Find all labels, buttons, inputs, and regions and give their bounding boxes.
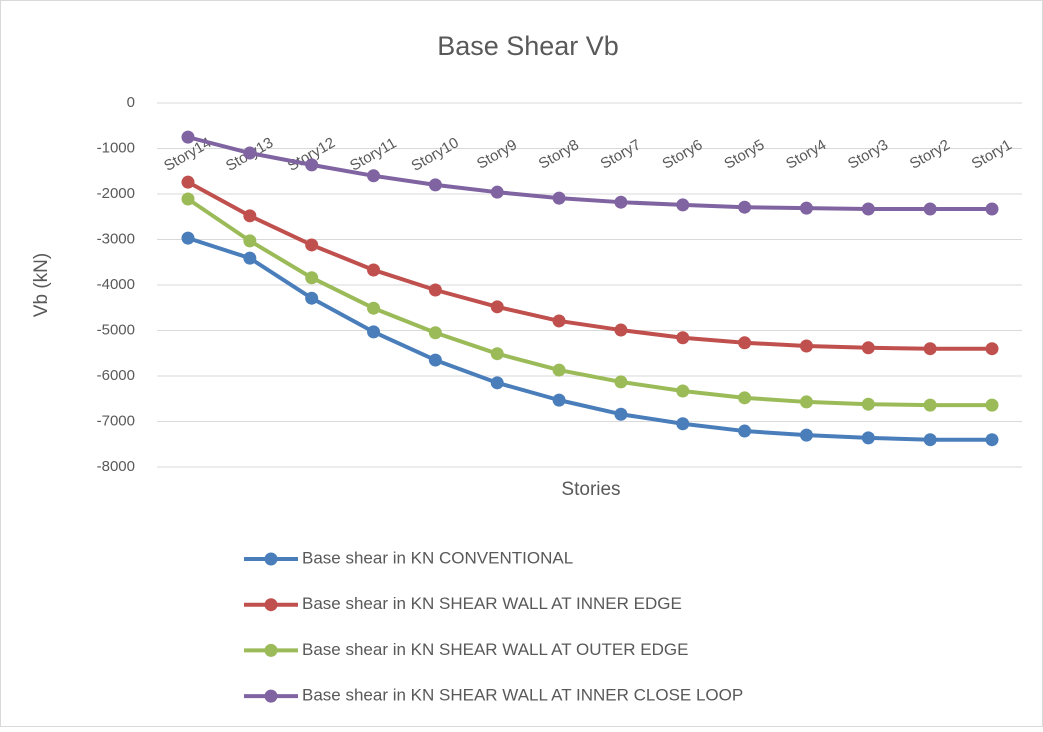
legend-label: Base shear in KN SHEAR WALL AT INNER EDG…: [302, 594, 682, 613]
legend-marker: [264, 689, 278, 703]
point: [181, 130, 195, 144]
point: [799, 201, 813, 215]
point: [490, 185, 504, 199]
point: [676, 198, 690, 212]
point: [676, 384, 690, 398]
series-line: [187, 236, 992, 442]
y-tick-label: -8000: [97, 458, 135, 475]
point: [490, 347, 504, 361]
point: [985, 202, 999, 216]
point: [552, 393, 566, 407]
legend-marker: [264, 598, 278, 612]
point: [614, 375, 628, 389]
legend-marker: [264, 552, 278, 566]
y-tick-label: -2000: [97, 185, 135, 202]
point: [738, 200, 752, 214]
point: [367, 169, 381, 183]
point: [861, 202, 875, 216]
legend-marker: [264, 643, 278, 657]
point: [367, 301, 381, 315]
point: [490, 300, 504, 314]
point: [305, 291, 319, 305]
point: [985, 433, 999, 447]
x-axis-title: Stories: [561, 479, 620, 500]
legend-label: Base shear in KN CONVENTIONAL: [302, 548, 573, 567]
y-tick-label: -6000: [97, 367, 135, 384]
series-line: [187, 180, 992, 351]
point: [614, 195, 628, 209]
point: [923, 398, 937, 412]
point: [799, 395, 813, 409]
point: [738, 424, 752, 438]
point: [799, 339, 813, 353]
point: [428, 283, 442, 297]
point: [243, 209, 257, 223]
point: [305, 271, 319, 285]
point: [490, 376, 504, 390]
y-tick-label: -1000: [97, 139, 135, 156]
chart-title: Base Shear Vb: [437, 31, 619, 61]
point: [923, 202, 937, 216]
point: [614, 407, 628, 421]
point: [861, 431, 875, 445]
point: [985, 342, 999, 356]
y-tick-label: -4000: [97, 276, 135, 293]
point: [428, 178, 442, 192]
point: [738, 336, 752, 350]
point: [552, 191, 566, 205]
point: [614, 323, 628, 337]
point: [243, 234, 257, 248]
point: [305, 158, 319, 172]
legend-label: Base shear in KN SHEAR WALL AT INNER CLO…: [302, 686, 743, 705]
point: [861, 397, 875, 411]
series-line: [186, 197, 992, 408]
y-tick-label: -3000: [97, 230, 135, 247]
point: [181, 192, 195, 206]
point: [799, 428, 813, 442]
y-axis-title: Vb (kN): [31, 253, 52, 317]
point: [367, 263, 381, 277]
point: [861, 341, 875, 355]
point: [923, 433, 937, 447]
point: [305, 238, 319, 252]
point: [676, 417, 690, 431]
point: [181, 231, 195, 245]
point: [428, 326, 442, 340]
point: [985, 398, 999, 412]
series-line: [187, 135, 992, 212]
legend-label: Base shear in KN SHEAR WALL AT OUTER EDG…: [302, 640, 688, 659]
y-tick-label: -5000: [97, 321, 135, 338]
y-tick-label: -7000: [97, 412, 135, 429]
point: [181, 175, 195, 189]
point: [552, 314, 566, 328]
point: [676, 331, 690, 345]
point: [243, 146, 257, 160]
point: [367, 325, 381, 339]
point: [738, 391, 752, 405]
point: [552, 363, 566, 377]
point: [923, 342, 937, 356]
y-tick-label: 0: [127, 94, 135, 111]
point: [243, 251, 257, 265]
point: [428, 353, 442, 367]
